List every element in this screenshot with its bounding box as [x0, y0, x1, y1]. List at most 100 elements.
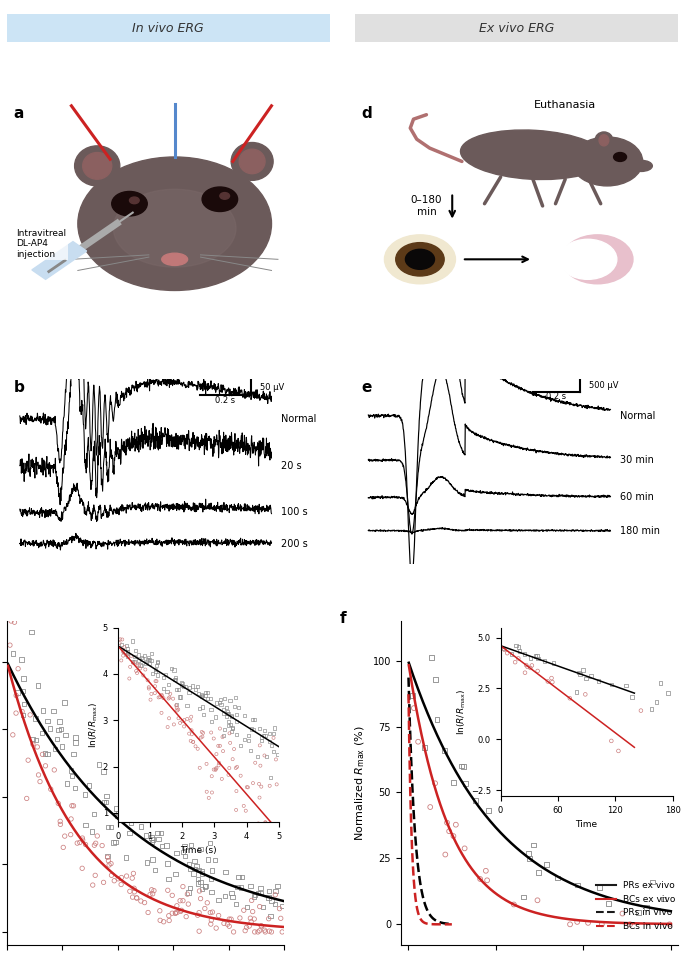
Point	[66, 768, 77, 783]
Point	[274, 901, 285, 916]
Point	[80, 837, 91, 852]
Text: 20 s: 20 s	[281, 460, 302, 471]
Point	[211, 921, 222, 936]
Point	[633, 905, 644, 921]
Point	[199, 901, 210, 916]
Point	[11, 688, 22, 703]
Point	[42, 746, 53, 761]
Ellipse shape	[599, 135, 609, 146]
Point	[128, 866, 139, 881]
Text: 180 min: 180 min	[620, 525, 660, 536]
Point	[533, 864, 544, 880]
Point	[62, 775, 73, 791]
Point	[145, 887, 155, 902]
Point	[191, 859, 202, 874]
Point	[147, 886, 158, 902]
Point	[36, 726, 47, 741]
Point	[189, 854, 200, 869]
Point	[238, 902, 249, 918]
Point	[90, 868, 101, 883]
Point	[177, 893, 188, 908]
Point	[184, 861, 195, 877]
Point	[270, 887, 281, 902]
Point	[147, 834, 158, 849]
Point	[90, 836, 101, 851]
Point	[68, 747, 79, 762]
Point	[523, 846, 534, 861]
Point	[70, 735, 81, 751]
Point	[129, 884, 140, 900]
Point	[408, 700, 419, 715]
Point	[131, 811, 142, 826]
Point	[12, 685, 23, 700]
Point	[245, 879, 256, 894]
Text: In vivo ERG: In vivo ERG	[132, 22, 204, 34]
Point	[263, 890, 274, 905]
Point	[45, 781, 56, 796]
Point	[225, 911, 236, 926]
Point	[255, 881, 266, 896]
Point	[147, 852, 158, 867]
Point	[277, 899, 288, 914]
Point	[121, 850, 132, 865]
Point	[179, 848, 190, 863]
Point	[102, 850, 113, 865]
Point	[195, 891, 206, 906]
Point	[117, 812, 128, 827]
Point	[86, 824, 97, 839]
Point	[10, 706, 21, 721]
Point	[166, 888, 177, 903]
Point	[111, 800, 122, 816]
Point	[59, 828, 70, 843]
Point	[34, 774, 45, 789]
Point	[202, 895, 213, 910]
Point	[219, 916, 229, 931]
Point	[532, 893, 543, 908]
Point	[480, 863, 491, 879]
Point	[18, 671, 29, 687]
Point	[256, 919, 266, 934]
Point	[444, 823, 455, 838]
Point	[21, 791, 32, 806]
Point	[188, 866, 199, 881]
Point	[139, 895, 150, 910]
Point	[430, 672, 441, 688]
Point	[448, 775, 459, 790]
Point	[244, 919, 255, 934]
Circle shape	[78, 157, 271, 290]
Point	[226, 885, 237, 901]
Point	[37, 747, 48, 762]
Point	[194, 905, 205, 921]
Point	[190, 861, 201, 877]
Circle shape	[112, 191, 147, 216]
Point	[572, 878, 583, 893]
Point	[17, 708, 28, 723]
Point	[154, 903, 165, 919]
Point	[162, 882, 173, 898]
Point	[407, 688, 418, 703]
Point	[93, 757, 104, 773]
Point	[194, 883, 205, 899]
Point	[40, 758, 51, 774]
Point	[450, 817, 461, 833]
Point	[482, 873, 493, 888]
Text: Normal: Normal	[620, 411, 656, 421]
Point	[136, 893, 147, 908]
Point	[55, 817, 66, 832]
Point	[18, 696, 29, 711]
Point	[242, 900, 253, 915]
Text: Ex vivo ERG: Ex vivo ERG	[479, 22, 554, 34]
Point	[475, 871, 486, 886]
Ellipse shape	[595, 132, 613, 149]
Text: Normal: Normal	[281, 414, 316, 424]
Point	[60, 728, 71, 743]
Point	[87, 878, 98, 893]
Point	[199, 879, 210, 894]
Point	[230, 896, 241, 911]
Point	[232, 880, 243, 895]
Text: 60 min: 60 min	[620, 492, 654, 502]
Point	[186, 838, 197, 853]
Point	[74, 835, 85, 850]
Point	[109, 873, 120, 888]
Point	[625, 917, 636, 932]
